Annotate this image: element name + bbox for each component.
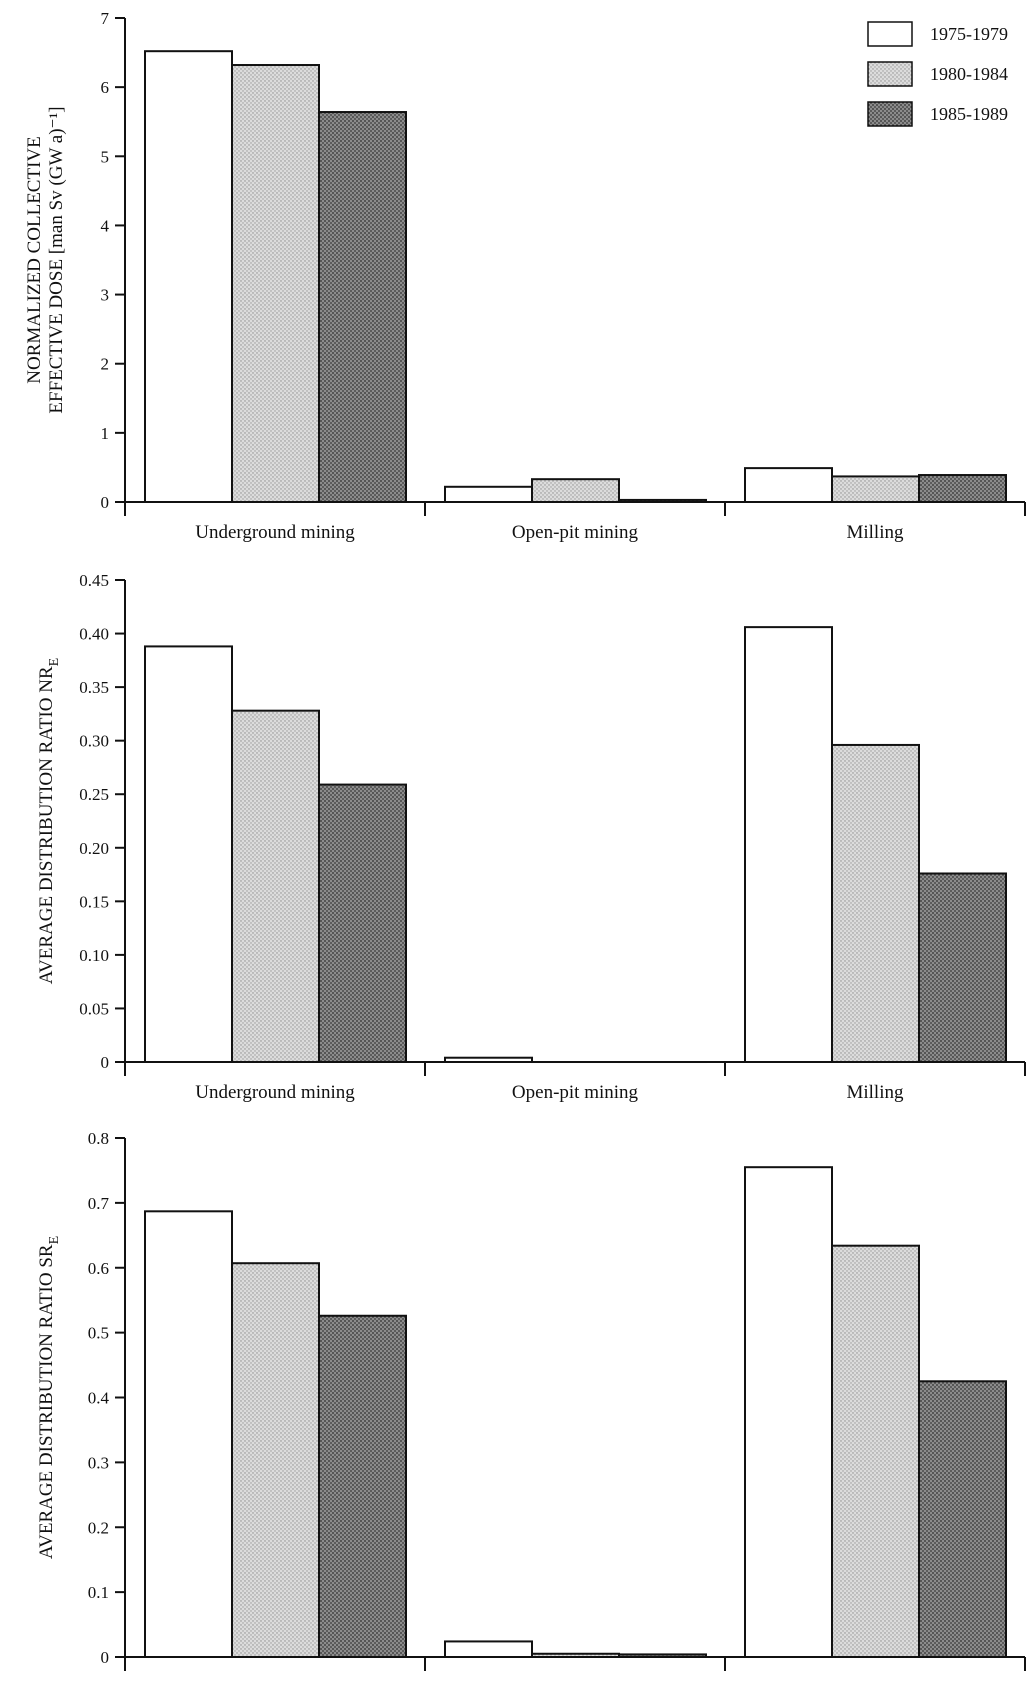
y-tick-label: 0.45 xyxy=(79,571,109,590)
bar-open-pit-mining-1975-1979 xyxy=(445,487,532,502)
y-tick-label: 0.20 xyxy=(79,839,109,858)
bar-milling-1975-1979 xyxy=(745,468,832,502)
y-axis-label: AVERAGE DISTRIBUTION RATIO NRE xyxy=(36,658,62,984)
chart-panel-3: 00.10.20.30.40.50.60.70.8Underground min… xyxy=(36,1129,1025,1679)
legend: 1975-1979 1980-1984 1985-1989 xyxy=(868,22,1008,126)
y-tick-label: 0.30 xyxy=(79,732,109,751)
y-tick-label: 0.2 xyxy=(88,1518,109,1537)
bar-underground-mining-1985-1989 xyxy=(319,112,406,502)
y-tick-label: 4 xyxy=(101,216,110,235)
bar-milling-1985-1989 xyxy=(919,1381,1006,1657)
y-axis-label: AVERAGE DISTRIBUTION RATIO SRE xyxy=(36,1236,62,1559)
y-tick-label: 6 xyxy=(101,78,110,97)
x-category-label: Open-pit mining xyxy=(512,1082,639,1103)
bar-milling-1980-1984 xyxy=(832,1246,919,1657)
y-axis-label-subscript: E xyxy=(47,658,62,667)
y-tick-label: 5 xyxy=(101,147,110,166)
y-tick-label: 0 xyxy=(101,493,110,512)
legend-swatch-1975-1979 xyxy=(868,22,912,46)
y-tick-label: 0.3 xyxy=(88,1453,109,1472)
y-tick-label: 0 xyxy=(101,1053,110,1072)
chart-panel-2: 0 0.05 0.10 0.15 0.20 0.25 0.30 0.35 0.40 0.45 Und… xyxy=(36,571,1025,1103)
y-tick-label: 0.40 xyxy=(79,625,109,644)
y-tick-label: 0.25 xyxy=(79,785,109,804)
legend-label: 1980-1984 xyxy=(930,64,1008,84)
y-tick-label: 7 xyxy=(101,9,110,28)
legend-swatch-1980-1984 xyxy=(868,62,912,86)
legend-swatch-1985-1989 xyxy=(868,102,912,126)
x-category-label: Underground mining xyxy=(195,1082,355,1103)
y-tick-label: 0.10 xyxy=(79,946,109,965)
y-tick-label: 2 xyxy=(101,355,110,374)
y-tick-label: 3 xyxy=(101,286,110,305)
chart-panel-1: 0 1 2 3 4 5 6 7 Underground mining Open-pit minin… xyxy=(24,9,1025,543)
y-tick-label: 0.8 xyxy=(88,1129,109,1148)
bar-underground-mining-1985-1989 xyxy=(319,1316,406,1657)
x-category-label: Milling xyxy=(846,522,904,543)
y-axis-label-line: NORMALIZED COLLECTIVE xyxy=(24,136,45,384)
y-tick-label: 1 xyxy=(101,424,110,443)
y-tick-label: 0.6 xyxy=(88,1259,109,1278)
bar-milling-1980-1984 xyxy=(832,745,919,1062)
y-tick-label: 0.35 xyxy=(79,678,109,697)
x-category-label: Underground mining xyxy=(195,522,355,543)
bar-underground-mining-1980-1984 xyxy=(232,65,319,502)
x-category-label: Milling xyxy=(846,1082,904,1103)
y-tick-label: 0.4 xyxy=(88,1389,110,1408)
bar-milling-1975-1979 xyxy=(745,1167,832,1657)
y-tick-label: 0.1 xyxy=(88,1583,109,1602)
bar-milling-1985-1989 xyxy=(919,873,1006,1062)
x-category-label: Open-pit mining xyxy=(512,522,639,543)
bar-underground-mining-1975-1979 xyxy=(145,646,232,1062)
bar-underground-mining-1975-1979 xyxy=(145,51,232,502)
legend-label: 1975-1979 xyxy=(930,24,1008,44)
bar-underground-mining-1980-1984 xyxy=(232,1263,319,1657)
y-axis-label-subscript: E xyxy=(47,1236,62,1245)
legend-label: 1985-1989 xyxy=(930,104,1008,124)
bar-milling-1980-1984 xyxy=(832,476,919,502)
bar-underground-mining-1985-1989 xyxy=(319,785,406,1062)
y-tick-label: 0.7 xyxy=(88,1194,110,1213)
y-tick-label: 0.05 xyxy=(79,999,109,1018)
y-tick-label: 0.15 xyxy=(79,892,109,911)
y-axis-label-line: EFFECTIVE DOSE [man Sv (GW a)⁻¹] xyxy=(46,106,67,413)
bar-milling-1985-1989 xyxy=(919,475,1006,502)
y-tick-label: 0 xyxy=(101,1648,110,1667)
y-tick-label: 0.5 xyxy=(88,1324,109,1343)
bar-open-pit-mining-1975-1979 xyxy=(445,1641,532,1657)
bar-milling-1975-1979 xyxy=(745,627,832,1062)
bar-underground-mining-1975-1979 xyxy=(145,1211,232,1657)
bar-underground-mining-1980-1984 xyxy=(232,711,319,1062)
bar-open-pit-mining-1980-1984 xyxy=(532,479,619,502)
